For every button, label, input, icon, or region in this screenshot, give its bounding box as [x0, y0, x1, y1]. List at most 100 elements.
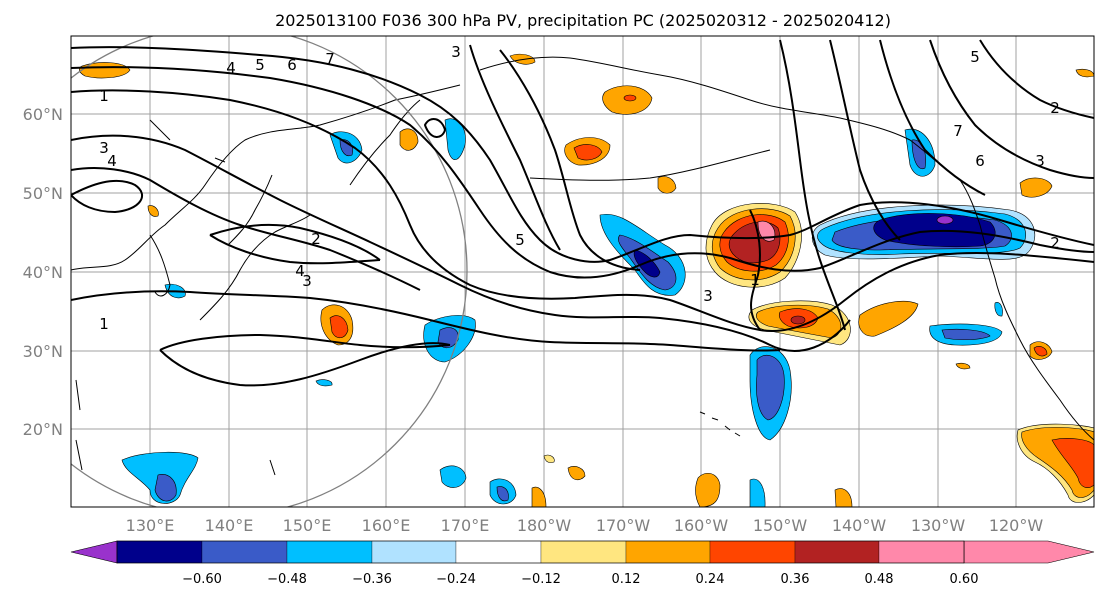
pv-contour: [159, 342, 451, 387]
colorbar-segment: [540, 540, 627, 564]
graticule: [71, 36, 1094, 507]
colorbar-segment: [709, 540, 796, 564]
precip-blob: [834, 488, 853, 507]
pv-contour: [499, 49, 641, 271]
pv-contour: [749, 209, 761, 331]
radius-circle: [71, 36, 468, 507]
lat-label-20n: 20°N: [23, 420, 63, 439]
colorbar-outline: [116, 540, 965, 564]
pv-contour: [979, 39, 1094, 119]
lat-label-40n: 40°N: [23, 263, 63, 282]
colorbar-tick-label: 0.12: [612, 572, 641, 587]
pv-contour-label: 3: [703, 287, 713, 305]
pv-contours: [71, 39, 1094, 387]
pv-contour-label: 3: [451, 43, 461, 61]
pv-contour-label: 7: [325, 50, 335, 68]
precip-blob: [695, 472, 721, 507]
colorbar-tick-label: −0.36: [352, 572, 392, 587]
colorbar-min-extension: [70, 540, 118, 564]
precip-blob: [790, 315, 806, 325]
longitude-labels: 130°E 140°E 150°E 160°E 170°E 180°W 170°…: [126, 516, 1044, 535]
precip-positive-anomalies: [79, 53, 1094, 507]
precip-blob: [756, 355, 785, 421]
pv-contour-label: 3: [99, 139, 109, 157]
pv-contour: [829, 39, 901, 241]
precip-blob: [1033, 346, 1048, 357]
lon-label-120w: 120°W: [989, 516, 1044, 535]
lat-label-60n: 60°N: [23, 105, 63, 124]
coastline-aleutians: [529, 149, 771, 181]
pv-contour-label: 4: [107, 152, 117, 170]
pv-contour-label: 5: [255, 56, 265, 74]
coastline-east-asia: [71, 84, 461, 271]
lon-label-140e: 140°E: [205, 516, 254, 535]
colorbar-tick-label: −0.24: [436, 572, 476, 587]
lat-label-30n: 30°N: [23, 342, 63, 361]
pv-contour-label: 5: [515, 231, 525, 249]
lon-label-170e: 170°E: [441, 516, 490, 535]
pv-contour-label: 2: [1050, 99, 1060, 117]
pv-contour-label: 5: [970, 48, 980, 66]
colorbar-segment: [371, 540, 457, 564]
colorbar-segment: [201, 540, 288, 564]
precip-blob: [399, 128, 419, 151]
precip-blob: [941, 328, 991, 341]
precip-blob: [749, 478, 766, 507]
lon-label-130e: 130°E: [126, 516, 175, 535]
pv-contour-label: 6: [975, 152, 985, 170]
precip-blob: [994, 302, 1003, 317]
precip-blob: [573, 144, 603, 161]
colorbar-tick-label: −0.12: [521, 572, 561, 587]
lon-label-150w: 150°W: [753, 516, 808, 535]
pv-contour-label: 4: [226, 59, 236, 77]
coastline-islands: [75, 119, 276, 476]
coastline-japan: [199, 174, 311, 321]
precip-blob: [531, 486, 547, 507]
precip-blob: [154, 474, 177, 502]
colorbar-tick-label: 0.48: [865, 572, 894, 587]
latitude-labels: 60°N 50°N 40°N 30°N 20°N: [23, 105, 63, 439]
pv-contour: [71, 89, 1094, 332]
pv-contour: [71, 66, 1094, 279]
figure-title: 2025013100 F036 300 hPa PV, precipitatio…: [275, 11, 891, 30]
precip-blob: [147, 205, 159, 217]
pv-contour: [879, 39, 986, 196]
precip-blob: [444, 118, 466, 160]
pv-contour: [71, 167, 421, 291]
coastline-korea: [149, 234, 171, 297]
precip-blob: [858, 301, 919, 337]
lon-label-180w: 180°W: [517, 516, 572, 535]
precip-blob: [567, 466, 586, 481]
map-frame: [70, 35, 1095, 508]
colorbar-segment: [116, 540, 203, 564]
precip-blob: [757, 220, 776, 242]
precip-blob: [1075, 68, 1094, 78]
pv-contour: [71, 134, 851, 352]
pv-contour-labels: 1 1 1 2 2 2 3 3 3 3 3 4 4 4 5 5 5 6 6 7 …: [99, 43, 1060, 333]
precip-blob: [1051, 438, 1094, 488]
lon-label-160e: 160°E: [362, 516, 411, 535]
precip-blob: [543, 454, 555, 463]
pv-contour: [209, 223, 381, 261]
lon-label-150e: 150°E: [283, 516, 332, 535]
coastline-north-america: [959, 179, 1094, 441]
precip-blob: [315, 379, 333, 387]
lon-label-140w: 140°W: [832, 516, 887, 535]
precip-blob: [1019, 177, 1053, 198]
pv-contour-label: 2: [1050, 234, 1060, 252]
lon-label-170w: 170°W: [596, 516, 651, 535]
lon-label-160w: 160°W: [674, 516, 729, 535]
colorbar-segment: [455, 540, 542, 564]
pv-contour-label: 1: [99, 315, 109, 333]
pv-contour: [71, 179, 143, 214]
colorbar-max-extension: [963, 540, 1095, 564]
colorbar: −0.60 −0.48 −0.36 −0.24 −0.12 0.12 0.24 …: [70, 540, 1095, 587]
colorbar-tick-label: 0.24: [696, 572, 725, 587]
pv-contour: [469, 44, 561, 251]
pv-contour: [71, 46, 1094, 263]
pv-contour-label: 7: [953, 122, 963, 140]
precip-blob: [936, 215, 954, 225]
coastline-hawaii: [699, 411, 741, 437]
precip-blob: [657, 176, 677, 194]
